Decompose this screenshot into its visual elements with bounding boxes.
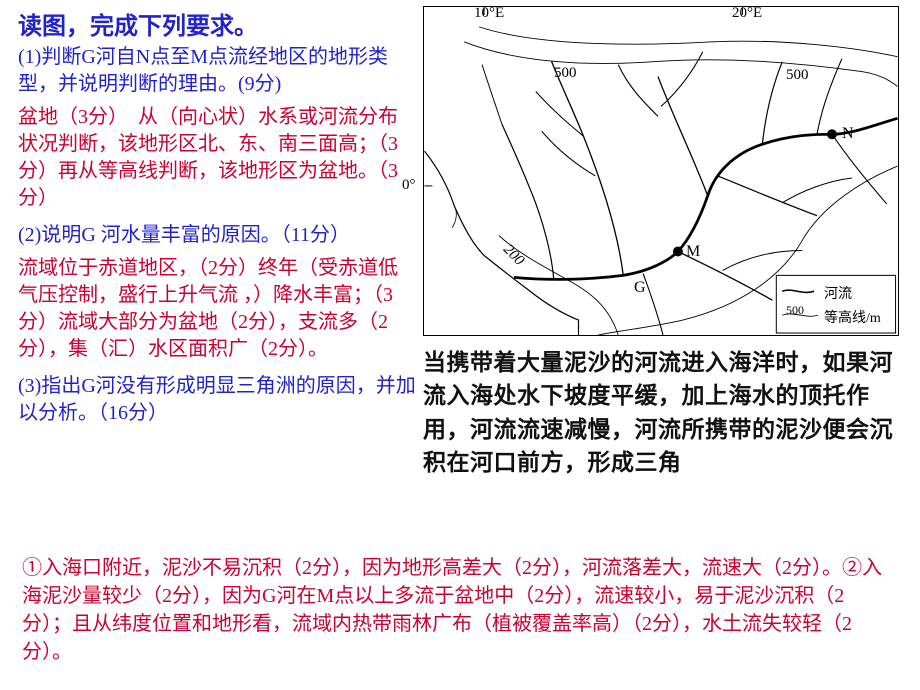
question-1: (1)判断G河自N点至M点流经地区的地形类型，并说明判断的理由。(9分) <box>18 44 416 98</box>
answer-3: ①入海口附近，泥沙不易沉积（2分），因为地形高差大（2分），河流落差大，流速大（… <box>22 554 892 666</box>
answer-1: 盆地（3分） 从（向心状）水系或河流分布状况判断，该地形区北、东、南三面高；（3… <box>18 104 416 212</box>
left-column: (1)判断G河自N点至M点流经地区的地形类型，并说明判断的理由。(9分) 盆地（… <box>18 44 416 433</box>
lat-0-label: 0° <box>402 177 416 194</box>
question-2: (2)说明G 河水量丰富的原因。（11分） <box>18 222 416 249</box>
contour-500-label-b: 500 <box>554 65 577 82</box>
point-n-label: N <box>842 125 854 143</box>
river-g-label: G <box>634 279 646 297</box>
exam-page: 读图，完成下列要求。 (1)判断G河自N点至M点流经地区的地形类型，并说明判断的… <box>0 0 920 690</box>
contour-500-label-a: 500 <box>786 67 809 84</box>
lon-20e-label: 20°E <box>732 5 762 22</box>
question-3: (3)指出G河没有形成明显三角洲的原因，并加以分析。（16分） <box>18 373 416 427</box>
map-figure: 10°E 20°E 0° 500 500 200 N M G 河流 500 等高… <box>423 6 899 336</box>
legend-sample-label: 500 <box>786 303 804 318</box>
answer-2: 流域位于赤道地区，（2分）终年（受赤道低气压控制，盛行上升气流 ，）降水丰富；（… <box>18 255 416 363</box>
point-m-label: M <box>686 243 700 261</box>
legend-contour-label: 等高线/m <box>824 307 881 327</box>
lon-10e-label: 10°E <box>474 5 504 22</box>
explanation-text: 当携带着大量泥沙的河流进入海洋时，如果河流入海处水下坡度平缓，加上海水的顶托作用… <box>423 346 903 479</box>
legend-river-label: 河流 <box>824 283 852 303</box>
